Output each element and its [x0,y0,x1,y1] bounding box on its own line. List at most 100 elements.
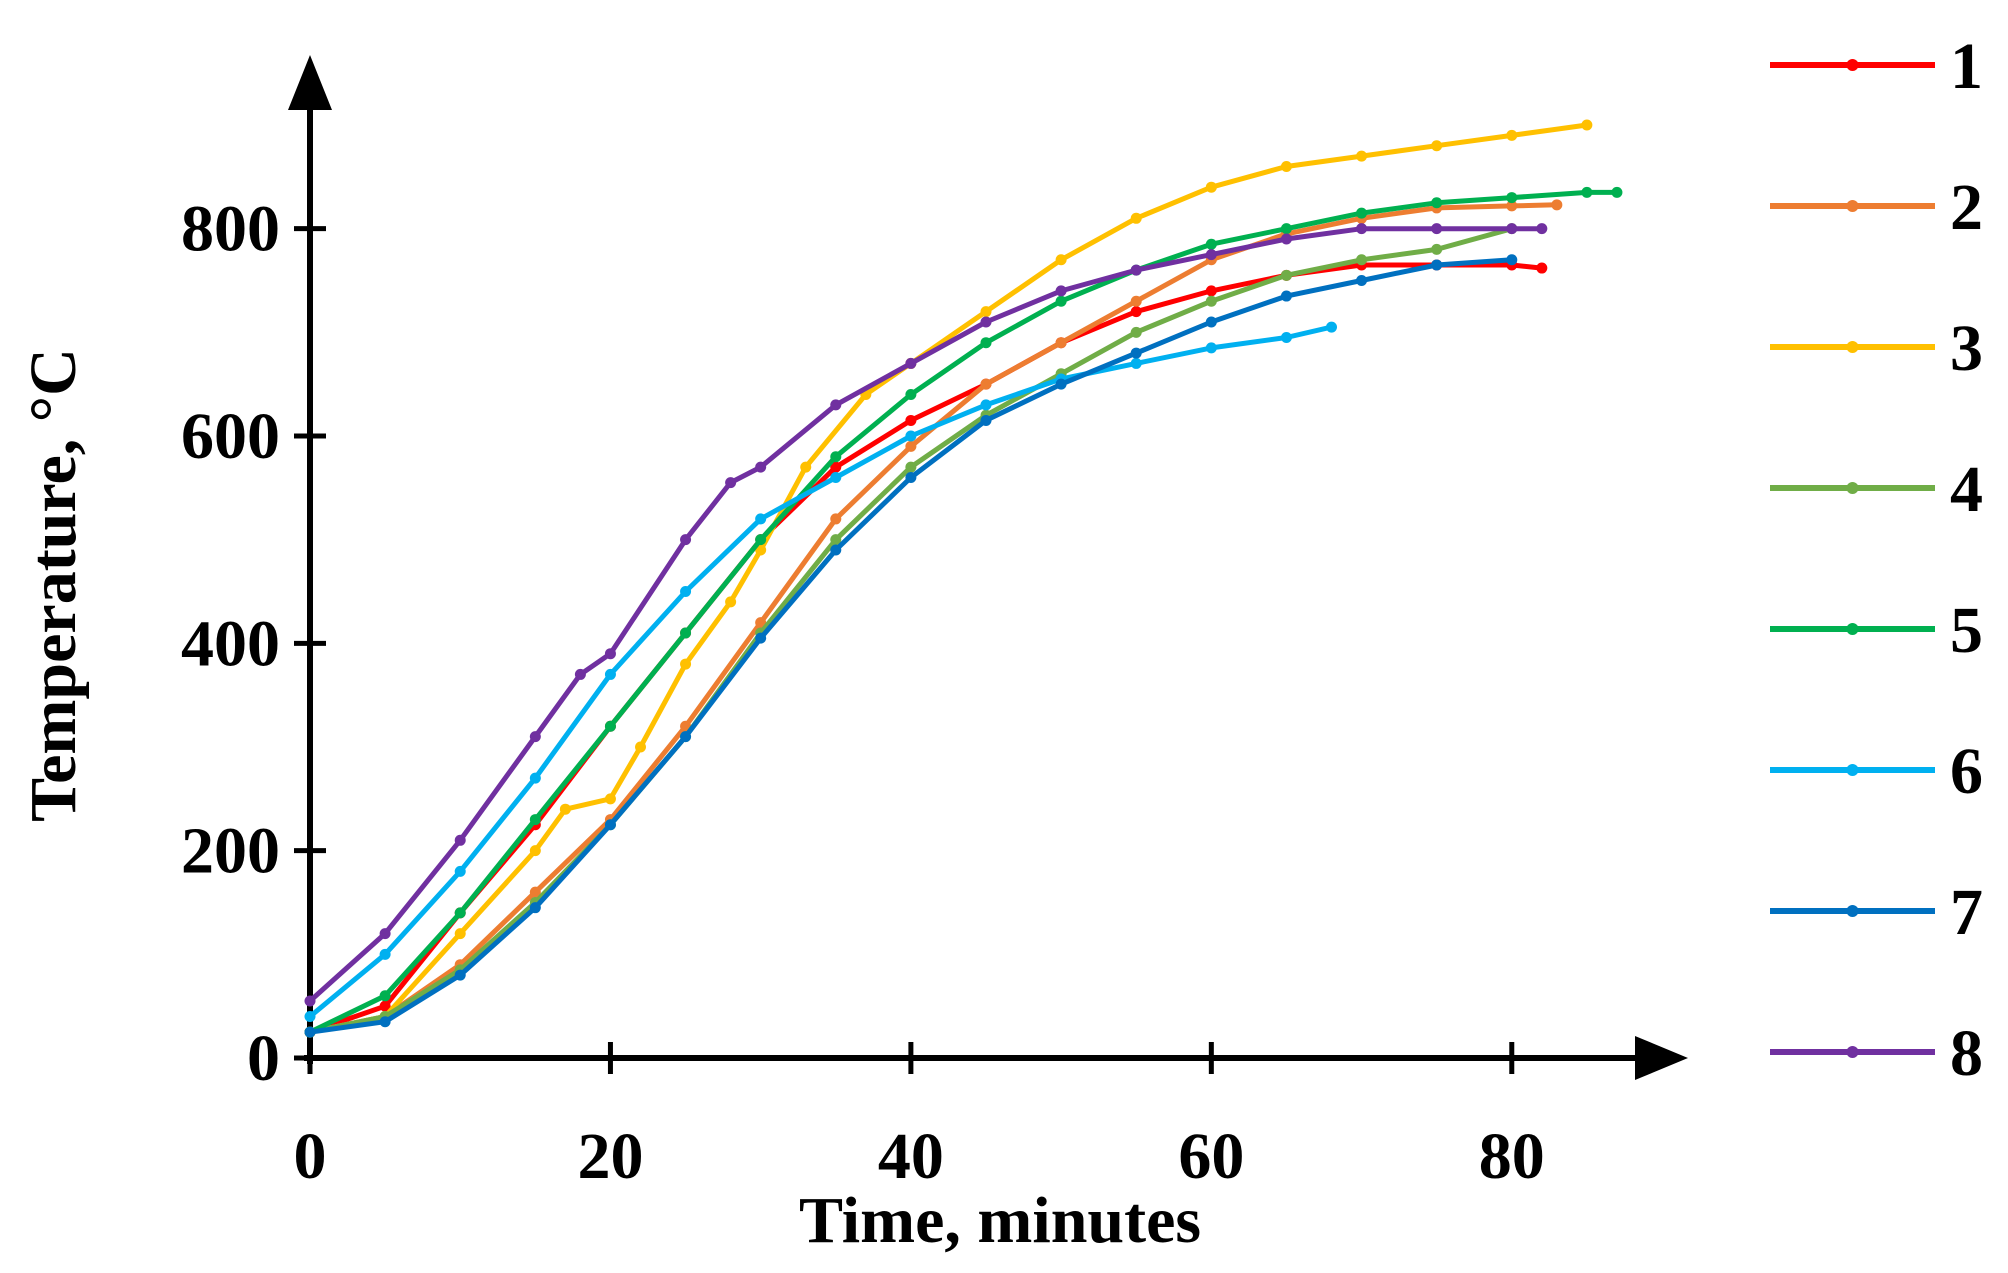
x-tick-label: 60 [1178,1120,1244,1193]
data-point [1280,290,1292,302]
data-point [905,440,917,452]
y-axis-arrow [288,55,332,110]
data-point [1326,321,1338,333]
legend-label: 8 [1950,1017,1983,1090]
data-point [1205,285,1217,297]
data-point [1431,243,1443,255]
legend-item-1: 1 [1770,30,1983,103]
data-point [454,969,466,981]
data-point [830,513,842,525]
series-line-8 [307,226,1545,1004]
data-point [1055,295,1067,307]
data-point [559,803,571,815]
legend-item-8: 8 [1770,1017,1983,1090]
data-point [1551,199,1563,211]
series-line-4 [307,226,1515,1035]
data-point [1130,357,1142,369]
data-point [1431,223,1443,235]
data-point [905,471,917,483]
legend-marker [1846,764,1859,776]
data-point [1205,342,1217,354]
data-point [604,668,616,680]
data-point [1055,254,1067,266]
data-point [1506,254,1518,266]
data-point [1280,233,1292,245]
series-line-2 [307,202,1560,1035]
data-point [980,378,992,390]
data-point [980,316,992,328]
data-point [379,928,391,940]
data-point [1130,264,1142,276]
data-point [1536,262,1548,274]
data-point [304,995,316,1007]
data-point [830,451,842,463]
data-point [830,544,842,556]
data-point [1205,249,1217,261]
data-point [1130,326,1142,338]
data-point [680,534,692,546]
y-tick-label: 0 [247,1022,280,1095]
data-point [1205,181,1217,193]
data-point [604,819,616,831]
y-tick-label: 400 [181,607,280,680]
data-point [1431,259,1443,271]
data-point [1536,223,1548,235]
series-line-1 [307,262,1545,1035]
data-point [680,731,692,743]
y-tick-label: 200 [181,815,280,888]
data-point [680,658,692,670]
data-point [980,337,992,349]
legend-marker [1846,59,1859,71]
series-line-5 [307,189,1620,1035]
legend-marker [1846,905,1859,917]
x-tick-label: 80 [1479,1120,1545,1193]
data-point [1205,316,1217,328]
legend-item-5: 5 [1770,594,1983,667]
data-point [725,477,737,489]
legend-marker [1846,200,1859,212]
data-point [1356,275,1368,286]
data-point [1280,223,1292,235]
data-point [1506,192,1518,204]
x-axis-arrow [1635,1036,1688,1080]
series-1 [304,259,1548,1038]
data-point [1506,129,1518,141]
data-point [1356,207,1368,219]
data-point [379,1000,391,1012]
data-point [1506,223,1518,235]
data-point [1431,197,1443,209]
data-point [1055,378,1067,390]
data-point [1356,254,1368,266]
data-point [830,471,842,483]
legend-item-2: 2 [1770,171,1983,244]
data-point [755,513,767,525]
data-point [604,720,616,732]
data-point [1581,119,1593,131]
data-point [634,741,646,753]
data-point [604,793,616,805]
data-point [1205,238,1217,250]
legend-label: 2 [1950,171,1983,244]
data-point [529,731,541,743]
data-point [1356,150,1368,162]
data-point [1280,269,1292,281]
data-point [1581,186,1593,198]
data-point [905,414,917,426]
legend: 1 2 3 4 5 6 7 8 [1770,30,1983,1090]
series-2 [304,199,1563,1038]
y-axis-label: Temperature, °C [17,348,90,822]
data-point [755,534,767,546]
series-line-3 [307,122,1590,1035]
series-group [304,119,1623,1038]
data-point [529,845,541,857]
data-point [1431,140,1443,152]
legend-label: 4 [1950,453,1983,526]
data-point [905,389,917,401]
data-point [529,772,541,784]
series-4 [304,223,1518,1038]
data-point [1130,347,1142,359]
data-point [905,430,917,442]
data-point [755,617,767,629]
